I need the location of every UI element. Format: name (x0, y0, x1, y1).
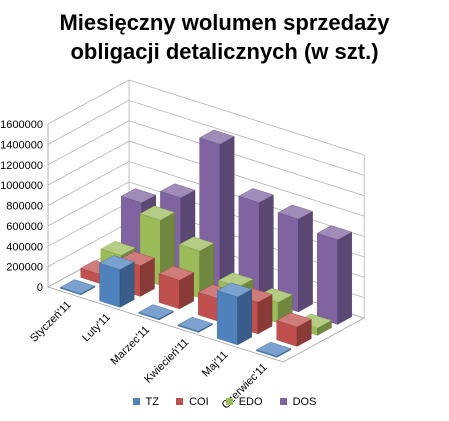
bar-top-face (199, 129, 235, 145)
bar-dos (238, 188, 274, 300)
x-tick-label: Maj'11 (200, 349, 231, 380)
legend-item-edo: EDO (225, 396, 263, 408)
x-tick-label: Styczeń'11 (28, 299, 74, 345)
chart-title: Miesięczny wolumen sprzedaży obligacji d… (0, 8, 449, 66)
bar-top-face (99, 255, 135, 270)
bar-top-face (138, 304, 174, 320)
bar-top-face (159, 183, 196, 199)
bar-tz (59, 279, 96, 296)
legend-label-coi: COI (189, 396, 209, 408)
y-tick-label: 1200000 (0, 160, 43, 172)
bar-front-face (317, 233, 338, 325)
legend-label-dos: DOS (292, 396, 317, 408)
bar-dos (316, 225, 353, 325)
y-tick-label: 200000 (6, 262, 43, 274)
bar-top-face (316, 225, 353, 241)
legend-swatch-coi (176, 398, 184, 405)
bar-dos (277, 204, 314, 313)
y-tick-labels: 1600000 1400000 1200000 1000000 800000 600000… (0, 119, 43, 294)
bar-top-face (277, 204, 314, 220)
y-tick-label: 600000 (6, 221, 43, 233)
bar-top-face (177, 316, 214, 332)
y-tick-label: 0 (37, 282, 43, 294)
legend-swatch-edo (225, 398, 233, 405)
y-tick-label: 400000 (6, 241, 43, 253)
legend-label-edo: EDO (238, 396, 263, 408)
bar-tz (216, 282, 253, 346)
bar-top-face (158, 265, 195, 281)
x-tick-label: Luty'11 (80, 311, 113, 344)
legend: TZ COI EDO DOS (0, 396, 449, 408)
bar-top-face (216, 282, 253, 298)
bar-top-face (276, 312, 312, 328)
bar-tz (138, 304, 174, 321)
legend-item-tz: TZ (132, 396, 159, 408)
bar-top-face (100, 241, 137, 256)
bar-top-face (255, 341, 292, 357)
bar-coi (276, 312, 312, 347)
x-tick-label: Marzec'11 (109, 324, 153, 368)
legend-label-tz: TZ (145, 396, 159, 408)
bar-side-face (119, 261, 135, 308)
bar-side-face (259, 194, 274, 300)
y-tick-label: 800000 (6, 201, 43, 213)
bar-front-face (216, 290, 238, 346)
bar-tz (99, 255, 135, 308)
x-tick-label: Kwiecień'11 (142, 336, 191, 385)
legend-item-dos: DOS (279, 396, 317, 408)
bar-side-face (237, 288, 253, 346)
bar-top-face (178, 236, 215, 252)
bar-top-face (120, 188, 157, 204)
bar-side-face (298, 211, 313, 313)
legend-swatch-dos (279, 398, 287, 405)
bar-top-face (139, 205, 176, 221)
legend-swatch-tz (132, 398, 140, 405)
bar-tz (177, 316, 214, 333)
bar-side-face (219, 136, 235, 288)
bar-coi (158, 265, 195, 310)
y-tick-label: 1400000 (0, 139, 43, 151)
y-tick-label: 1000000 (0, 180, 43, 192)
chart-title-line-1: Miesięczny wolumen sprzedaży (59, 10, 390, 35)
bar-side-face (337, 231, 352, 325)
bar-top-face (238, 188, 274, 203)
y-tick-label: 1600000 (0, 119, 43, 131)
bar-top-face (59, 279, 96, 295)
bars (59, 129, 353, 358)
bar-front-face (99, 262, 121, 308)
legend-item-coi: COI (176, 396, 209, 408)
bar-tz (255, 341, 292, 358)
chart-title-line-2: obligacji detalicznych (w szt.) (70, 39, 379, 64)
